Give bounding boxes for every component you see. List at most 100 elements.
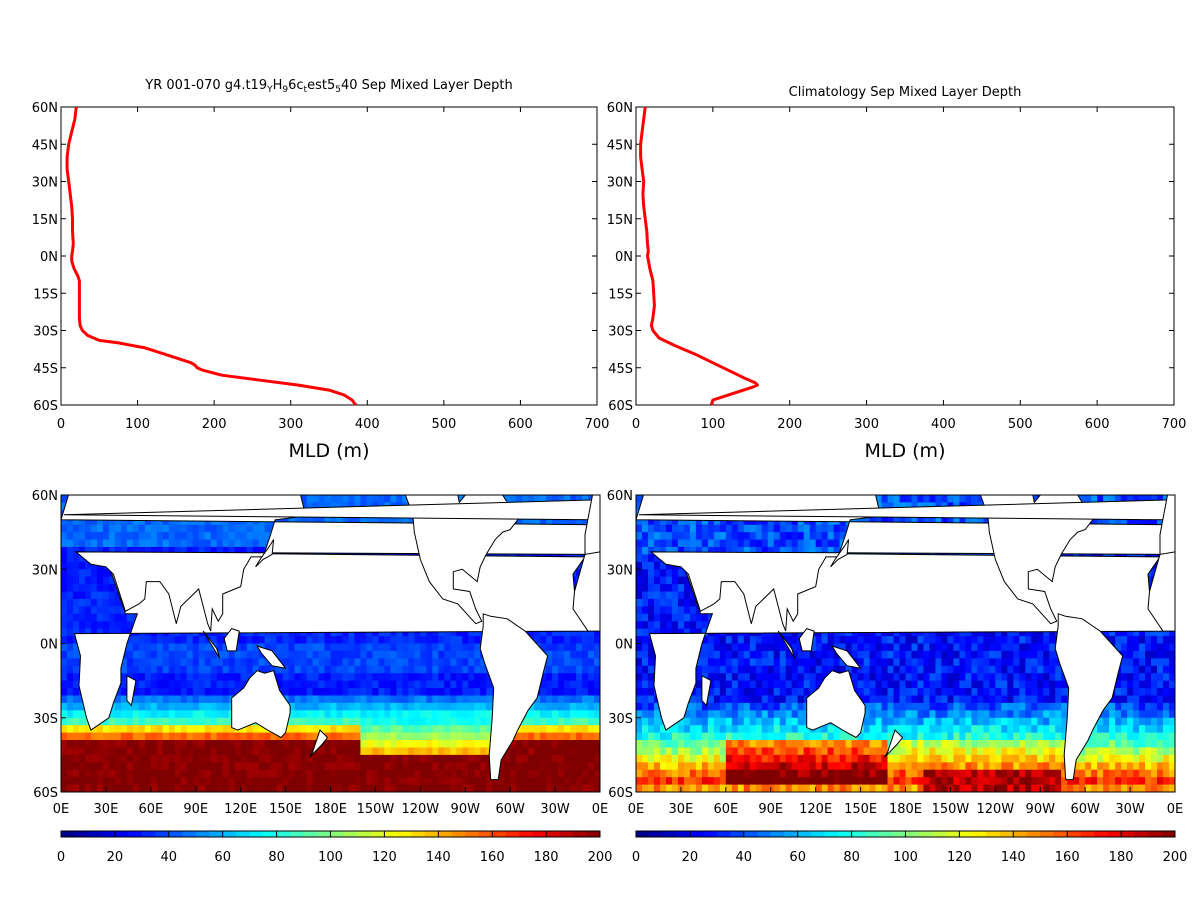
heatmap-cell	[671, 777, 679, 786]
heatmap-cell	[132, 747, 140, 756]
heatmap-cell	[216, 732, 224, 741]
heatmap-cell	[468, 784, 475, 792]
heatmap-cell	[402, 636, 409, 645]
heatmap-cell	[162, 636, 170, 645]
heatmap-cell	[108, 628, 116, 637]
heatmap-cell	[683, 732, 691, 741]
heatmap-cell	[156, 740, 164, 749]
heatmap-cell	[246, 636, 254, 645]
heatmap-cell	[150, 717, 158, 726]
heatmap-cell	[803, 532, 811, 541]
heatmap-cell	[306, 502, 314, 511]
heatmap-cell	[156, 658, 164, 667]
heatmap-cell	[198, 710, 206, 719]
heatmap-cell	[360, 732, 368, 741]
heatmap-cell	[264, 754, 272, 763]
heatmap-cell	[414, 628, 421, 637]
heatmap-cell	[683, 546, 691, 556]
heatmap-cell	[522, 732, 529, 741]
heatmap-cell	[210, 695, 218, 704]
heatmap-cell	[707, 658, 715, 667]
heatmap-cell	[396, 710, 403, 719]
heatmap-cell	[186, 710, 194, 719]
heatmap-cell	[785, 717, 793, 726]
heatmap-cell	[120, 546, 128, 556]
heatmap-cell	[378, 717, 385, 726]
heatmap-cell	[420, 658, 427, 667]
x-tick-label: 90E	[183, 802, 208, 817]
heatmap-cell	[186, 740, 194, 749]
heatmap-cell	[318, 725, 326, 734]
heatmap-cell	[671, 628, 679, 637]
heatmap-cell	[168, 524, 176, 533]
heatmap-cell	[66, 725, 74, 734]
heatmap-cell	[204, 695, 212, 704]
heatmap-cell	[330, 754, 338, 763]
heatmap-cell	[713, 717, 721, 726]
heatmap-cell	[156, 754, 164, 763]
heatmap-cell	[102, 747, 110, 756]
heatmap-cell	[240, 650, 248, 659]
heatmap-cell	[594, 628, 600, 637]
heatmap-cell	[66, 621, 74, 630]
heatmap-cell	[737, 740, 745, 749]
heatmap-cell	[534, 695, 541, 704]
heatmap-cell	[594, 688, 600, 697]
heatmap-cell	[647, 695, 655, 704]
heatmap-cell	[731, 747, 739, 756]
heatmap-cell	[234, 650, 242, 659]
heatmap-cell	[336, 717, 344, 726]
colorbar-segment	[384, 831, 399, 837]
heatmap-cell	[785, 539, 793, 548]
heatmap-cell	[360, 769, 368, 778]
heatmap-cell	[276, 650, 284, 659]
heatmap-cell	[270, 747, 278, 756]
heatmap-cell	[468, 650, 475, 659]
heatmap-cell	[258, 658, 266, 667]
y-tick-label: 30S	[33, 325, 58, 340]
heatmap-cell	[150, 643, 158, 652]
heatmap-cell	[61, 502, 68, 511]
heatmap-cell	[162, 769, 170, 778]
heatmap-cell	[695, 688, 703, 697]
heatmap-cell	[582, 740, 589, 749]
heatmap-cell	[474, 665, 481, 674]
heatmap-cell	[414, 784, 421, 792]
heatmap-cell	[120, 740, 128, 749]
heatmap-cell	[306, 769, 314, 778]
heatmap-cell	[156, 717, 164, 726]
heatmap-cell	[174, 702, 182, 711]
heatmap-cell	[552, 636, 559, 645]
heatmap-cell	[252, 539, 260, 548]
heatmap-cell	[671, 532, 679, 541]
heatmap-cell	[222, 762, 230, 771]
heatmap-cell	[366, 695, 374, 704]
heatmap-cell	[510, 777, 517, 786]
heatmap-cell	[294, 762, 302, 771]
colorbar-segment	[519, 831, 534, 837]
heatmap-cell	[534, 732, 541, 741]
heatmap-cell	[456, 673, 463, 682]
heatmap-cell	[432, 747, 439, 756]
heatmap-cell	[312, 784, 320, 792]
heatmap-cell	[150, 777, 158, 786]
heatmap-cell	[582, 725, 589, 734]
heatmap-cell	[102, 769, 110, 778]
heatmap-cell	[474, 710, 481, 719]
heatmap-cell	[779, 665, 787, 674]
heatmap-cell	[528, 495, 535, 504]
heatmap-cell	[144, 532, 152, 541]
heatmap-cell	[588, 688, 595, 697]
heatmap-cell	[210, 524, 218, 533]
heatmap-cell	[354, 784, 362, 792]
heatmap-cell	[689, 613, 697, 622]
heatmap-cell	[791, 524, 799, 533]
heatmap-cell	[689, 717, 697, 726]
heatmap-cell	[282, 658, 290, 667]
heatmap-cell	[252, 658, 260, 667]
heatmap-cell	[570, 628, 577, 637]
heatmap-cell	[120, 658, 128, 667]
heatmap-cell	[216, 680, 224, 689]
heatmap-cell	[174, 546, 182, 556]
x-tick-label: 30E	[94, 802, 119, 817]
